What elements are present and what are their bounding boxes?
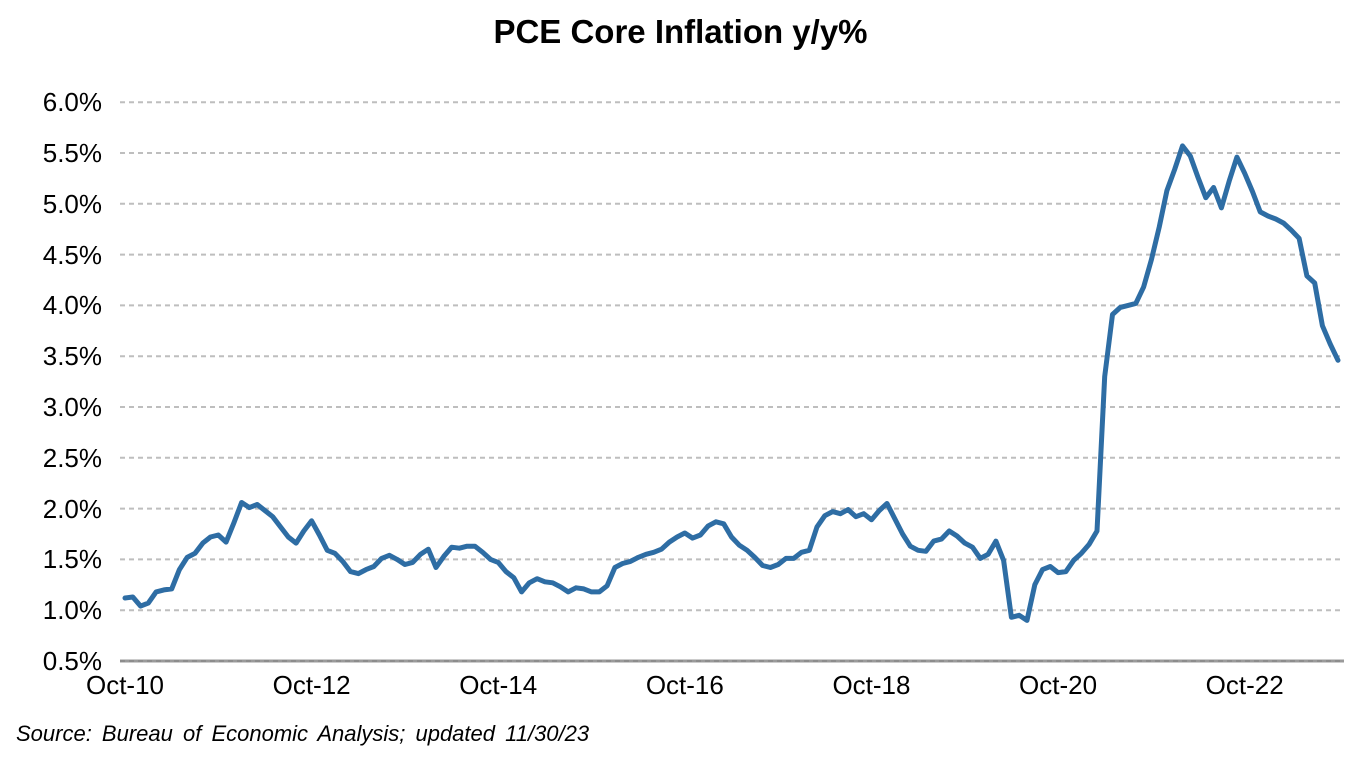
y-tick-label: 5.5%	[42, 138, 102, 168]
x-tick-label: Oct-22	[1205, 670, 1284, 700]
x-tick-label: Oct-14	[459, 670, 538, 700]
y-tick-label: 4.0%	[42, 290, 102, 321]
x-tick-label: Oct-12	[272, 670, 351, 700]
y-tick-label: 3.0%	[42, 392, 102, 422]
x-tick-label: Oct-18	[832, 670, 911, 700]
y-tick-label: 6.0%	[42, 87, 102, 118]
x-tick-label: Oct-16	[645, 670, 724, 700]
y-tick-label: 3.5%	[42, 341, 102, 372]
y-tick-label: 4.5%	[42, 239, 102, 270]
y-tick-label: 0.5%	[42, 646, 102, 676]
x-tick-label: Oct-10	[85, 670, 165, 700]
source-note: Source: Bureau of Economic Analysis; upd…	[16, 721, 590, 746]
pce-core-inflation-series-line	[122, 143, 1341, 623]
y-tick-label: 5.0%	[42, 188, 102, 219]
y-tick-label: 1.5%	[42, 544, 102, 575]
y-tick-label: 2.5%	[42, 442, 102, 473]
chart-title: PCE Core Inflation y/y%	[493, 13, 868, 50]
y-tick-label: 1.0%	[42, 595, 102, 626]
x-tick-label: Oct-20	[1019, 670, 1098, 700]
y-tick-label: 2.0%	[42, 493, 102, 524]
